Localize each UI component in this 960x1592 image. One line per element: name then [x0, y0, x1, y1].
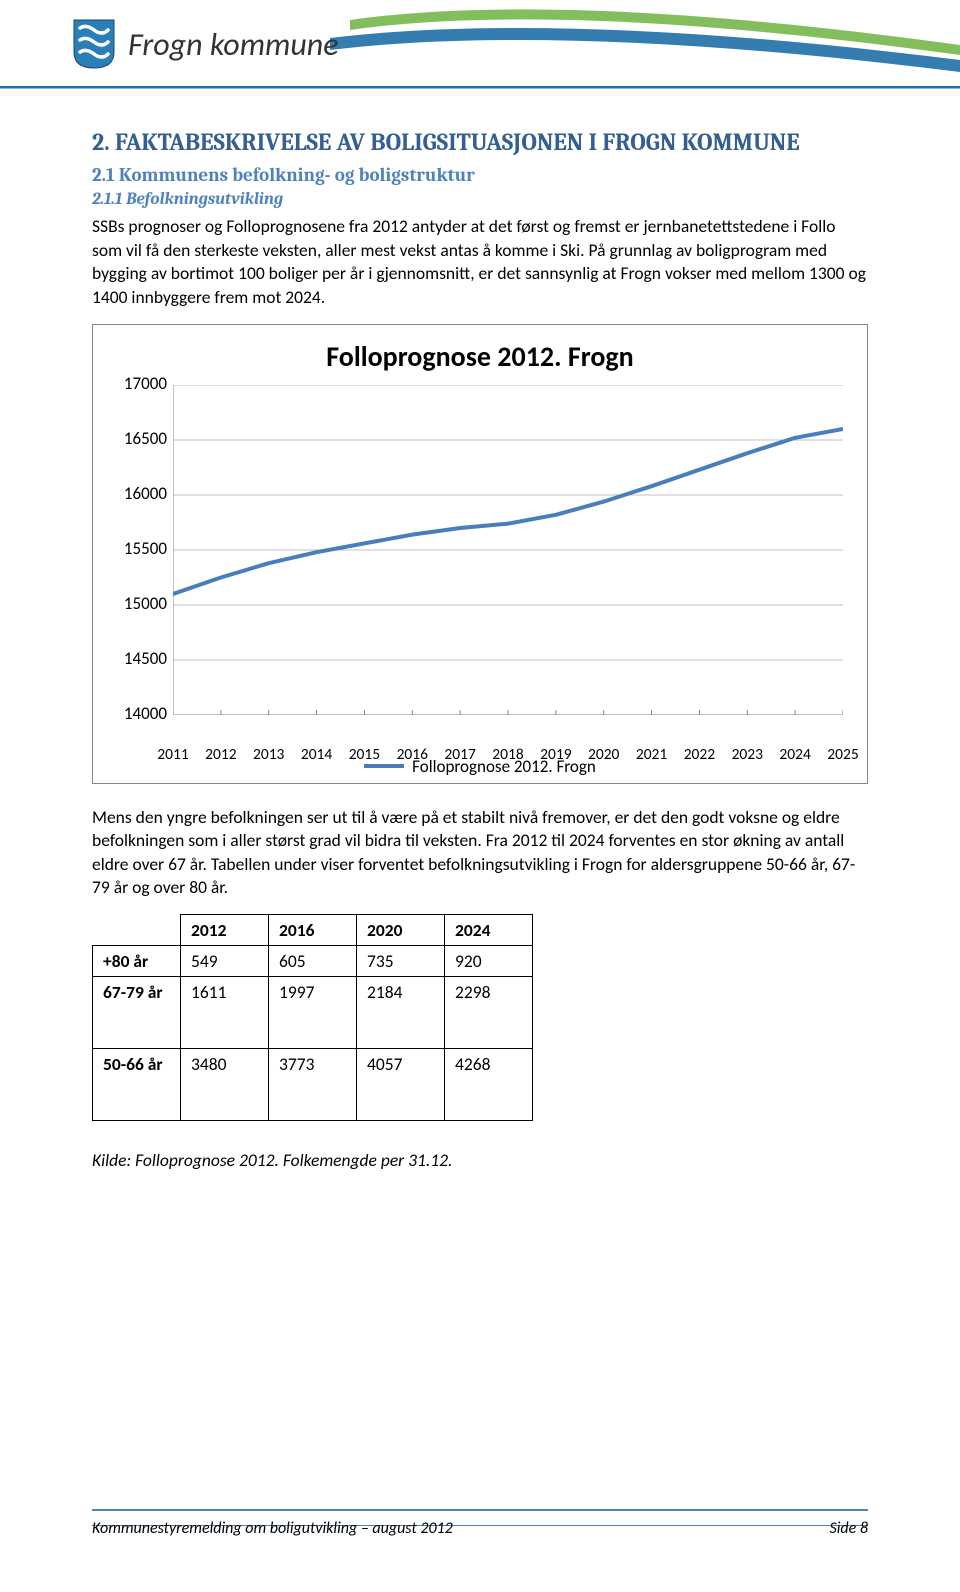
y-tick-label: 15000: [105, 593, 167, 614]
y-tick-label: 14500: [105, 648, 167, 669]
footer-left: Kommunestyremelding om boligutvikling – …: [92, 1519, 453, 1538]
page-header: Frogn kommune: [0, 0, 960, 90]
paragraph-2: Mens den yngre befolkningen ser ut til å…: [92, 806, 868, 901]
source-line: Kilde: Folloprognose 2012. Folkemengde p…: [92, 1149, 868, 1171]
table-cell: 3773: [269, 1049, 357, 1121]
subsubsection-title: 2.1.1 Befolkningsutvikling: [92, 190, 868, 209]
legend-line-icon: [364, 764, 404, 768]
table-cell: 4057: [357, 1049, 445, 1121]
table-cell: 735: [357, 946, 445, 977]
y-tick-label: 14000: [105, 703, 167, 724]
table-cell: 1997: [269, 977, 357, 1049]
legend-label: Folloprognose 2012. Frogn: [412, 756, 596, 777]
page-footer: Kommunestyremelding om boligutvikling – …: [92, 1509, 868, 1538]
section-title: 2. FAKTABESKRIVELSE AV BOLIGSITUASJONEN …: [92, 128, 868, 156]
table-row-header: 50-66 år: [93, 1049, 181, 1121]
logo-block: Frogn kommune: [72, 18, 339, 70]
table-row-header: 67-79 år: [93, 977, 181, 1049]
table-row-header: +80 år: [93, 946, 181, 977]
y-tick-label: 16000: [105, 483, 167, 504]
table-row: +80 år549605735920: [93, 946, 533, 977]
table-cell: 2298: [445, 977, 533, 1049]
chart-plot-area: [173, 385, 843, 715]
table-col-header: 2016: [269, 915, 357, 946]
subsection-title: 2.1 Kommunens befolkning- og boligstrukt…: [92, 164, 868, 186]
table-cell: 920: [445, 946, 533, 977]
page-content: 2. FAKTABESKRIVELSE AV BOLIGSITUASJONEN …: [0, 90, 960, 1171]
table-header-row: 2012201620202024: [93, 915, 533, 946]
chart-legend: Folloprognose 2012. Frogn: [93, 756, 867, 777]
table-cell: 1611: [181, 977, 269, 1049]
table-cell: 3480: [181, 1049, 269, 1121]
chart-title: Folloprognose 2012. Frogn: [93, 339, 867, 374]
table-row: 50-66 år3480377340574268: [93, 1049, 533, 1121]
population-chart: Folloprognose 2012. Frogn 14000 14500 1500…: [92, 324, 868, 784]
table-cell: 4268: [445, 1049, 533, 1121]
table-col-header: 2020: [357, 915, 445, 946]
table-corner: [93, 915, 181, 946]
logo-shield-icon: [72, 18, 116, 70]
chart-y-labels: 14000 14500 15000 15500 16000 16500 17000: [105, 373, 167, 723]
table-col-header: 2024: [445, 915, 533, 946]
table-col-header: 2012: [181, 915, 269, 946]
y-tick-label: 17000: [105, 373, 167, 394]
y-tick-label: 16500: [105, 428, 167, 449]
y-tick-label: 15500: [105, 538, 167, 559]
table-cell: 2184: [357, 977, 445, 1049]
paragraph-1: SSBs prognoser og Folloprognosene fra 20…: [92, 215, 868, 310]
table-cell: 549: [181, 946, 269, 977]
table-cell: 605: [269, 946, 357, 977]
footer-right: Side 8: [830, 1519, 869, 1538]
org-name: Frogn kommune: [128, 25, 339, 64]
age-group-table: 2012201620202024+80 år54960573592067-79 …: [92, 914, 533, 1121]
table-row: 67-79 år1611199721842298: [93, 977, 533, 1049]
